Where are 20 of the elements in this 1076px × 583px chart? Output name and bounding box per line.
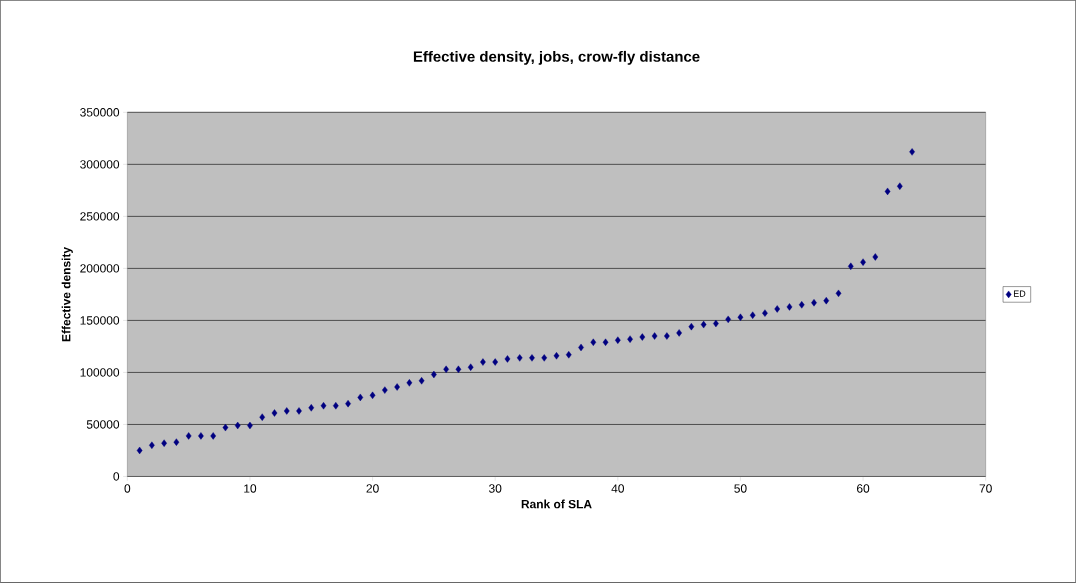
- y-tick-label: 150000: [80, 316, 120, 325]
- y-tick-label: 200000: [80, 264, 120, 273]
- x-tick-label: 60: [857, 484, 870, 493]
- legend-label: ED: [1013, 290, 1026, 297]
- y-tick-label: 0: [113, 472, 120, 481]
- x-tick-label: 0: [124, 484, 131, 493]
- chart-title: Effective density, jobs, crow-fly distance: [413, 50, 700, 65]
- x-tick-label: 70: [979, 484, 992, 493]
- y-tick-label: 100000: [80, 368, 120, 377]
- y-tick-label: 50000: [86, 420, 120, 429]
- x-tick-label: 20: [366, 484, 379, 493]
- x-tick-label: 50: [734, 484, 747, 493]
- x-tick-label: 30: [489, 484, 502, 493]
- y-tick-label: 300000: [80, 160, 120, 169]
- y-tick-label: 350000: [80, 108, 120, 117]
- x-axis-title: Rank of SLA: [521, 499, 592, 509]
- y-tick-label: 250000: [80, 212, 120, 221]
- y-axis-title: Effective density: [61, 247, 73, 342]
- x-tick-label: 10: [244, 484, 257, 493]
- x-tick-label: 40: [611, 484, 624, 493]
